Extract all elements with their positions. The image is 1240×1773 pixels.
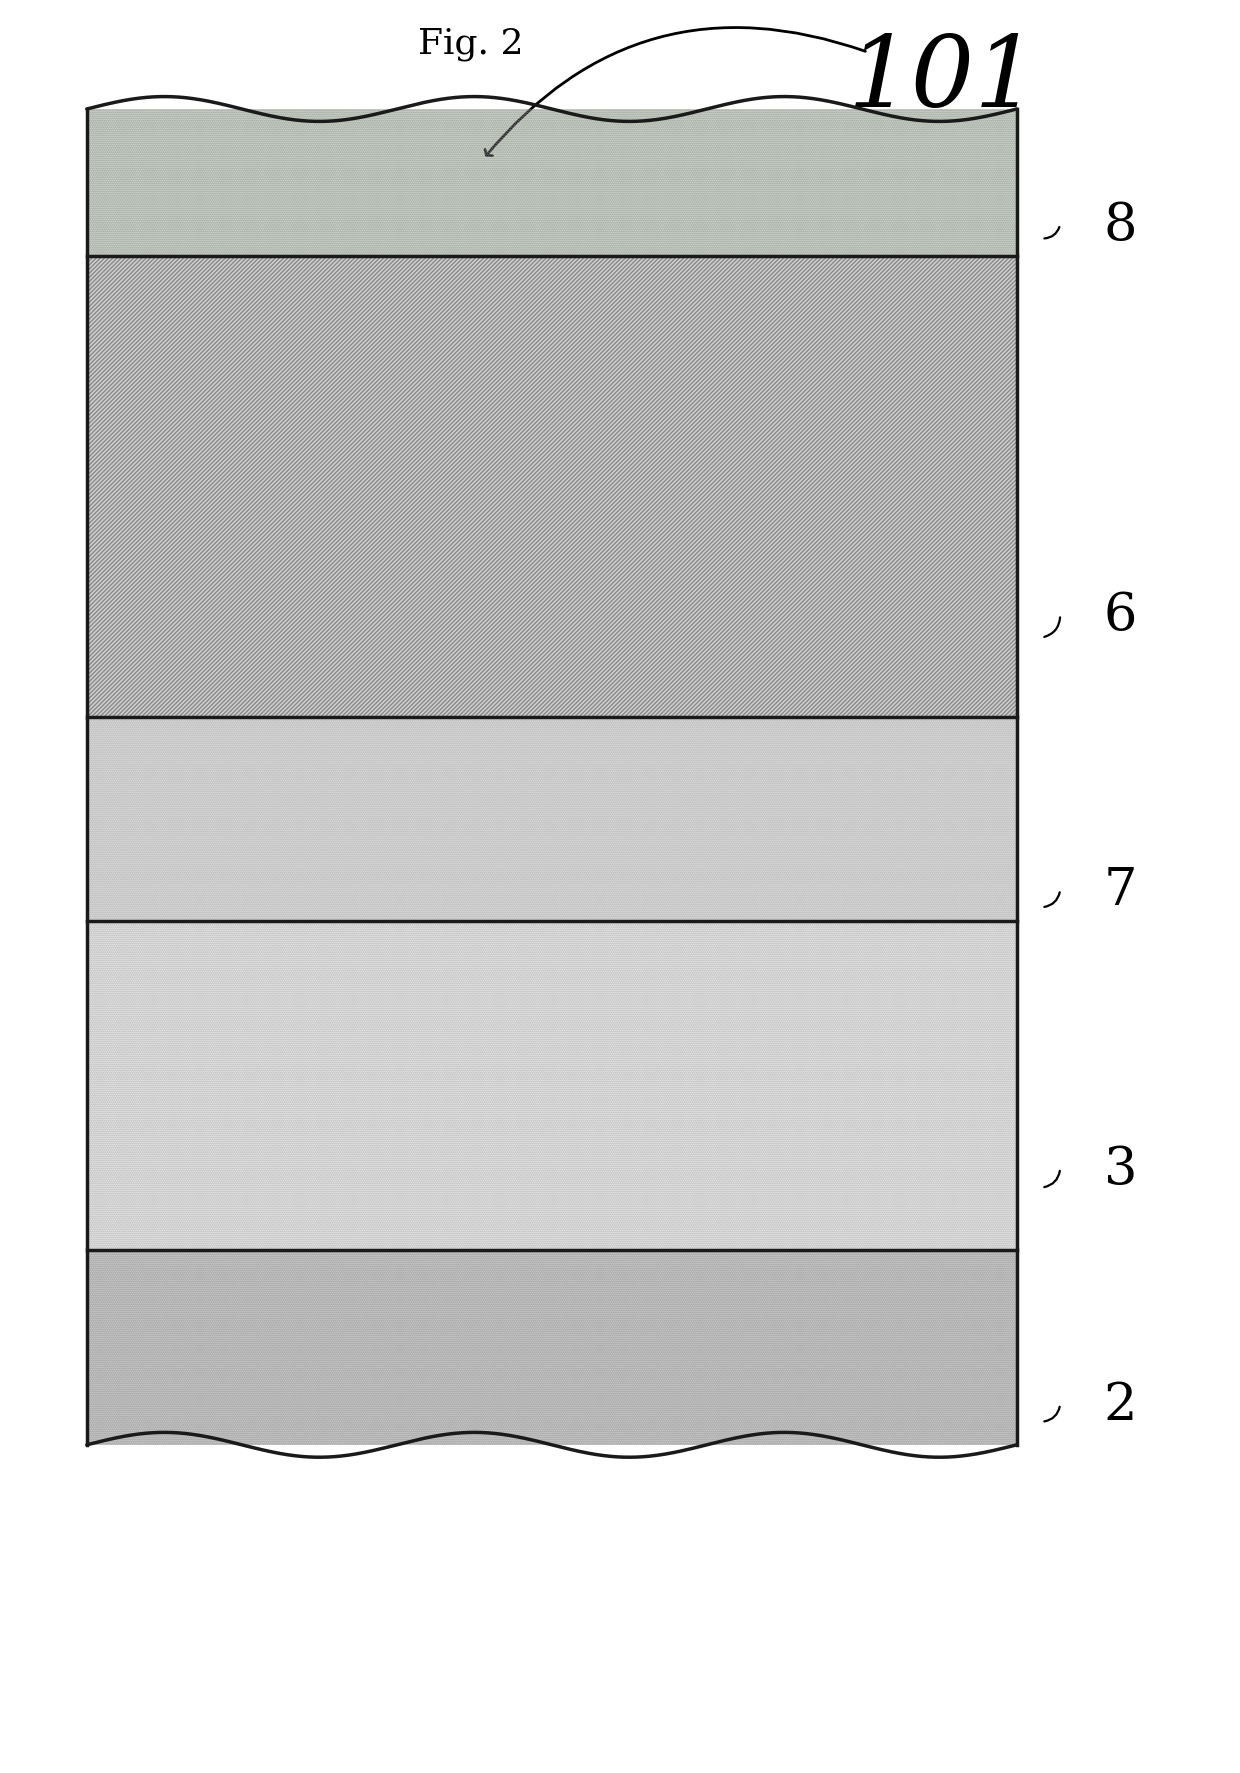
Bar [87, 110, 1017, 257]
Bar [87, 718, 1017, 922]
Bar [87, 922, 1017, 1250]
Text: 2: 2 [1104, 1379, 1137, 1429]
Text: 101: 101 [847, 32, 1038, 128]
Bar [87, 110, 1017, 257]
Bar [87, 718, 1017, 922]
Bar [87, 922, 1017, 1250]
Bar [87, 257, 1017, 718]
Text: 7: 7 [1104, 865, 1137, 915]
Bar [87, 257, 1017, 718]
Text: 6: 6 [1104, 590, 1137, 640]
Bar [87, 1250, 1017, 1445]
Text: 8: 8 [1104, 200, 1137, 250]
Text: 3: 3 [1104, 1144, 1137, 1193]
Bar [87, 1250, 1017, 1445]
Text: Fig. 2: Fig. 2 [418, 27, 525, 62]
